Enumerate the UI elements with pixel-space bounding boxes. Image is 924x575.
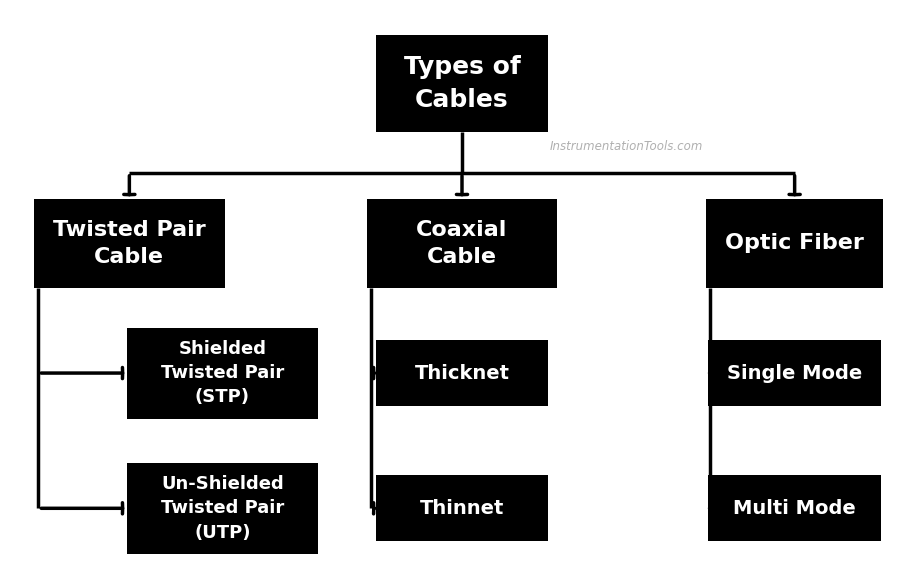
FancyBboxPatch shape bbox=[128, 463, 318, 554]
Text: Shielded
Twisted Pair
(STP): Shielded Twisted Pair (STP) bbox=[161, 340, 284, 407]
FancyBboxPatch shape bbox=[708, 475, 881, 542]
FancyBboxPatch shape bbox=[375, 475, 549, 542]
Text: Twisted Pair
Cable: Twisted Pair Cable bbox=[53, 220, 206, 267]
FancyBboxPatch shape bbox=[367, 199, 557, 288]
FancyBboxPatch shape bbox=[375, 35, 549, 132]
Text: InstrumentationTools.com: InstrumentationTools.com bbox=[550, 140, 703, 154]
Text: Types of
Cables: Types of Cables bbox=[404, 55, 520, 112]
Text: Thicknet: Thicknet bbox=[415, 363, 509, 382]
Text: Thinnet: Thinnet bbox=[419, 499, 505, 518]
FancyBboxPatch shape bbox=[128, 328, 318, 419]
Text: Optic Fiber: Optic Fiber bbox=[725, 233, 864, 254]
FancyBboxPatch shape bbox=[375, 340, 549, 406]
Text: Single Mode: Single Mode bbox=[727, 363, 862, 382]
Text: Un-Shielded
Twisted Pair
(UTP): Un-Shielded Twisted Pair (UTP) bbox=[161, 475, 284, 542]
FancyBboxPatch shape bbox=[708, 340, 881, 406]
FancyBboxPatch shape bbox=[34, 199, 225, 288]
Text: Multi Mode: Multi Mode bbox=[734, 499, 856, 518]
Text: Coaxial
Cable: Coaxial Cable bbox=[417, 220, 507, 267]
FancyBboxPatch shape bbox=[706, 199, 883, 288]
